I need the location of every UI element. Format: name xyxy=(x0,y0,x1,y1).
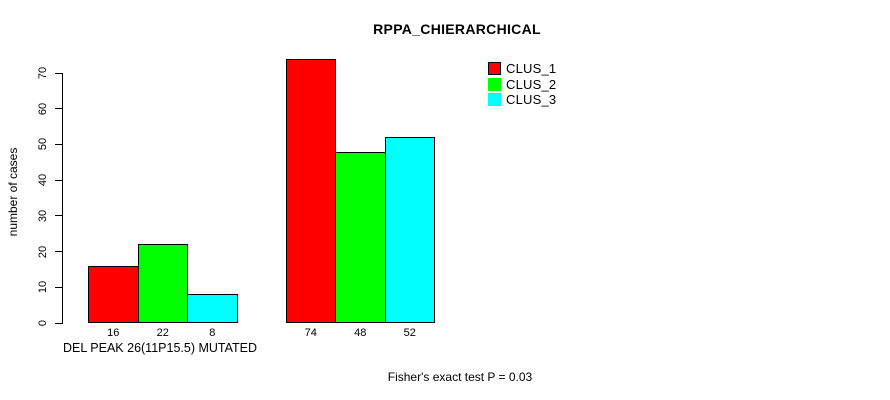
y-tick-label: 30 xyxy=(37,209,49,222)
bar-clus_1-group2 xyxy=(285,58,336,323)
y-tick-label: 0 xyxy=(37,319,49,327)
y-tick-label: 70 xyxy=(37,66,49,80)
y-tick-label: 50 xyxy=(37,138,49,151)
chart-title: RPPA_CHIERARCHICAL xyxy=(373,21,541,37)
y-tick xyxy=(55,286,62,288)
legend-swatch-clus_3 xyxy=(488,93,501,107)
y-tick xyxy=(55,72,62,74)
y-axis-line xyxy=(62,72,63,324)
legend-item: CLUS_2 xyxy=(488,77,556,93)
legend-label: CLUS_2 xyxy=(506,76,557,92)
legend-label: CLUS_3 xyxy=(506,92,557,108)
bar-value-label: 48 xyxy=(354,326,367,339)
bar-value-label: 52 xyxy=(403,326,416,339)
y-tick xyxy=(55,179,62,181)
y-tick xyxy=(55,322,62,324)
bar-clus_1-group1 xyxy=(88,265,139,323)
bar-clus_2-group2 xyxy=(335,151,386,323)
bar-clus_2-group1 xyxy=(137,244,188,323)
bar-clus_3-group1 xyxy=(187,294,238,323)
y-tick xyxy=(55,251,62,253)
y-tick-label: 10 xyxy=(37,281,49,294)
y-tick xyxy=(55,108,62,110)
y-tick-label: 20 xyxy=(37,245,49,258)
legend-label: CLUS_1 xyxy=(506,61,557,77)
legend: CLUS_1 CLUS_2 CLUS_3 xyxy=(488,61,556,108)
x-axis-group-label: DEL PEAK 26(11P15.5) MUTATED xyxy=(62,341,258,355)
y-tick-label: 40 xyxy=(37,174,49,187)
legend-swatch-clus_2 xyxy=(488,77,501,91)
bar-clus_3-group2 xyxy=(384,137,435,323)
bar-value-label: 74 xyxy=(304,326,317,339)
legend-swatch-clus_1 xyxy=(488,62,501,76)
y-tick xyxy=(55,143,62,145)
bar-value-label: 16 xyxy=(107,326,120,339)
legend-item: CLUS_1 xyxy=(488,61,556,77)
bar-value-label: 8 xyxy=(209,326,216,339)
legend-item: CLUS_3 xyxy=(488,92,556,108)
fisher-test-annotation: Fisher's exact test P = 0.03 xyxy=(387,370,533,384)
y-tick xyxy=(55,215,62,217)
bar-value-label: 22 xyxy=(156,326,169,339)
y-tick-label: 60 xyxy=(37,102,49,115)
